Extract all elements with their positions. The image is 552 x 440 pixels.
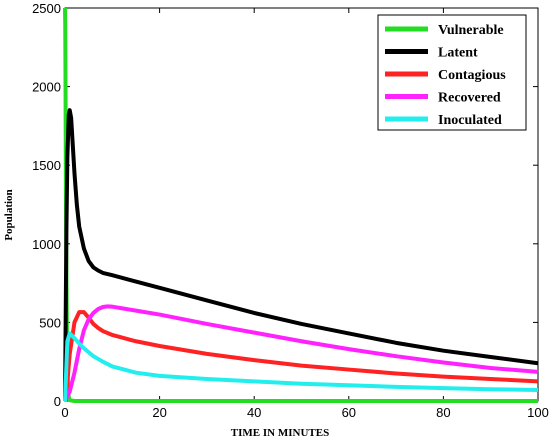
y-tick-label: 1500 bbox=[32, 158, 61, 173]
legend-label-contagious: Contagious bbox=[438, 68, 506, 83]
legend-label-recovered: Recovered bbox=[438, 91, 501, 106]
y-tick-label: 0 bbox=[54, 394, 61, 409]
series-lines bbox=[63, 7, 539, 403]
x-tick-label: 100 bbox=[527, 405, 549, 420]
x-tick-label: 0 bbox=[61, 405, 68, 420]
x-tick-label: 60 bbox=[342, 405, 356, 420]
legend: Vulnerable Latent Contagious Recovered Inocu… bbox=[377, 14, 527, 131]
series-line-recovered bbox=[63, 304, 539, 402]
x-tick-label: 20 bbox=[152, 405, 166, 420]
x-tick-label: 40 bbox=[247, 405, 261, 420]
series-line-latent bbox=[63, 108, 539, 402]
x-tick-label: 80 bbox=[436, 405, 450, 420]
y-tick-label: 2000 bbox=[32, 80, 61, 95]
series-line-contagious bbox=[63, 310, 539, 402]
legend-label-latent: Latent bbox=[438, 46, 478, 61]
legend-label-inoculated: Inoculated bbox=[438, 113, 502, 128]
y-tick-label: 1000 bbox=[32, 237, 61, 252]
y-tick-label: 2500 bbox=[32, 1, 61, 16]
legend-label-vulnerable: Vulnerable bbox=[438, 23, 504, 38]
series-line-inoculated bbox=[63, 331, 539, 402]
x-axis-title: TIME IN MINUTES bbox=[231, 427, 329, 439]
y-axis-title: Population bbox=[3, 189, 15, 240]
y-tick-label: 500 bbox=[39, 315, 61, 330]
